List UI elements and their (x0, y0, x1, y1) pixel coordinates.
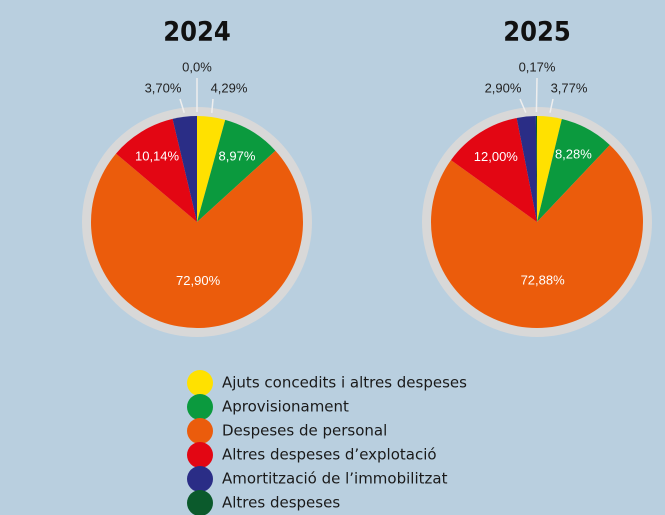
leader-line (211, 98, 214, 114)
leader-line (549, 98, 554, 113)
legend-swatch (187, 490, 213, 515)
pie-slice (537, 118, 610, 222)
pie-slice (197, 116, 226, 222)
legend-label: Altres despeses (222, 494, 340, 512)
chart-title: 2024 (163, 17, 231, 48)
legend-swatch (187, 394, 213, 420)
legend-label: Despeses de personal (222, 422, 387, 440)
leader-line (519, 98, 527, 113)
value-label: 4,29% (211, 80, 248, 95)
legend-label: Amortització de l’immobilitzat (222, 470, 448, 488)
value-label: 72,88% (521, 273, 566, 288)
value-label: 3,77% (551, 80, 588, 95)
legend-label: Ajuts concedits i altres despeses (222, 374, 467, 392)
pie-slice (450, 117, 537, 222)
pie-slice (116, 118, 197, 222)
leader-line (535, 77, 538, 113)
pie-slice (91, 150, 303, 328)
legend-label: Aprovisionament (222, 398, 349, 416)
value-label: 2,90% (485, 80, 522, 95)
pie-slice (537, 116, 562, 222)
legend-swatch (187, 442, 213, 468)
value-label: 10,14% (135, 148, 180, 163)
legend-swatch (187, 418, 213, 444)
legend-swatch (187, 466, 213, 492)
pie-slice (172, 116, 197, 222)
value-label: 8,28% (555, 146, 592, 161)
value-label: 72,90% (176, 273, 221, 288)
legend-swatch (187, 370, 213, 396)
pie-slice (516, 116, 537, 222)
pie-slice (535, 116, 537, 222)
legend-label: Altres despeses d’explotació (222, 446, 437, 464)
chart-title: 2025 (503, 17, 571, 48)
value-label: 8,97% (219, 148, 256, 163)
value-label: 0,0% (182, 59, 212, 74)
value-label: 12,00% (474, 149, 519, 164)
value-label: 3,70% (145, 80, 182, 95)
pie-slice (431, 144, 643, 329)
leader-line (179, 98, 185, 113)
value-label: 0,17% (519, 59, 556, 74)
pie-slice (197, 119, 276, 222)
